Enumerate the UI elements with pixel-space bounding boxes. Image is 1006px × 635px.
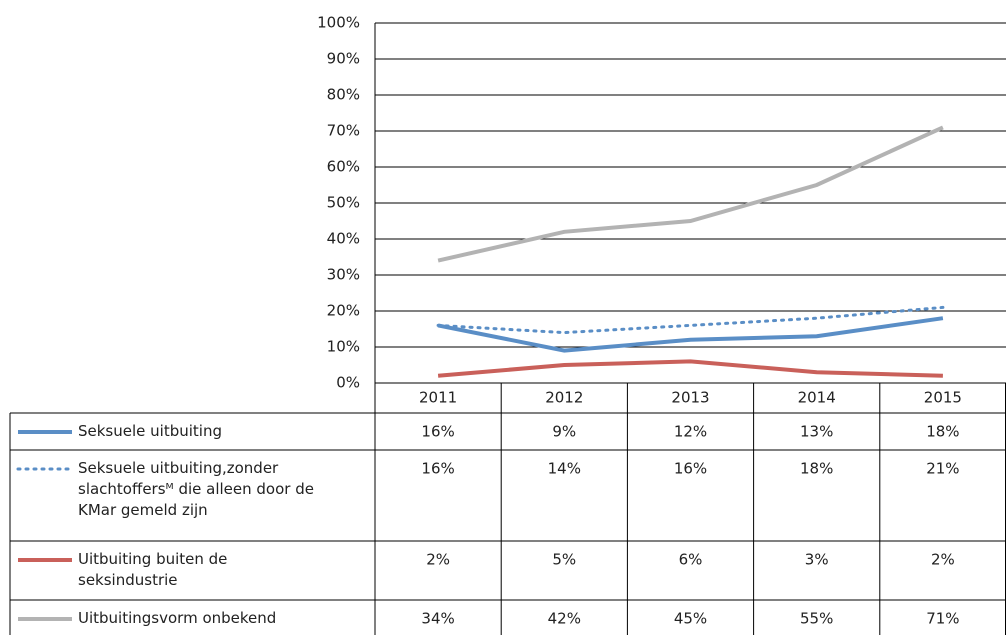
table-value: 21% xyxy=(926,460,959,478)
table-value: 18% xyxy=(800,460,833,478)
x-tick-label: 2013 xyxy=(671,389,709,407)
y-tick-label: 50% xyxy=(327,194,360,212)
table-value: 2% xyxy=(426,551,450,569)
y-tick-label: 90% xyxy=(327,50,360,68)
y-tick-label: 70% xyxy=(327,122,360,140)
x-tick-label: 2011 xyxy=(419,389,457,407)
table-value: 12% xyxy=(674,423,707,441)
y-tick-label: 40% xyxy=(327,230,360,248)
y-tick-label: 20% xyxy=(327,302,360,320)
table-value: 6% xyxy=(679,551,703,569)
table-value: 45% xyxy=(674,610,707,628)
table-value: 16% xyxy=(421,423,454,441)
legend-label: Seksuele uitbuiting xyxy=(78,422,222,440)
y-tick-label: 80% xyxy=(327,86,360,104)
legend-label: Seksuele uitbuiting,zonder slachtoffersᴹ… xyxy=(78,459,314,519)
y-tick-label: 100% xyxy=(317,14,360,32)
table-value: 55% xyxy=(800,610,833,628)
table-value: 3% xyxy=(805,551,829,569)
table-value: 16% xyxy=(674,460,707,478)
series-line xyxy=(437,125,944,263)
series-line xyxy=(437,359,943,378)
y-tick-label: 10% xyxy=(327,338,360,356)
x-tick-label: 2012 xyxy=(545,389,583,407)
table-value: 34% xyxy=(421,610,454,628)
table-value: 71% xyxy=(926,610,959,628)
table-value: 14% xyxy=(548,460,581,478)
x-tick-label: 2015 xyxy=(924,389,962,407)
y-tick-label: 60% xyxy=(327,158,360,176)
y-tick-label: 30% xyxy=(327,266,360,284)
x-tick-label: 2014 xyxy=(798,389,836,407)
y-tick-label: 0% xyxy=(336,374,360,392)
table-value: 5% xyxy=(552,551,576,569)
table-value: 2% xyxy=(931,551,955,569)
legend-label: Uitbuitingsvorm onbekend xyxy=(78,609,277,627)
series-line xyxy=(437,316,944,353)
table-value: 16% xyxy=(421,460,454,478)
table-value: 9% xyxy=(552,423,576,441)
table-value: 18% xyxy=(926,423,959,441)
table-value: 42% xyxy=(548,610,581,628)
legend-label: Uitbuiting buiten de seksindustrie xyxy=(78,550,228,589)
table-value: 13% xyxy=(800,423,833,441)
